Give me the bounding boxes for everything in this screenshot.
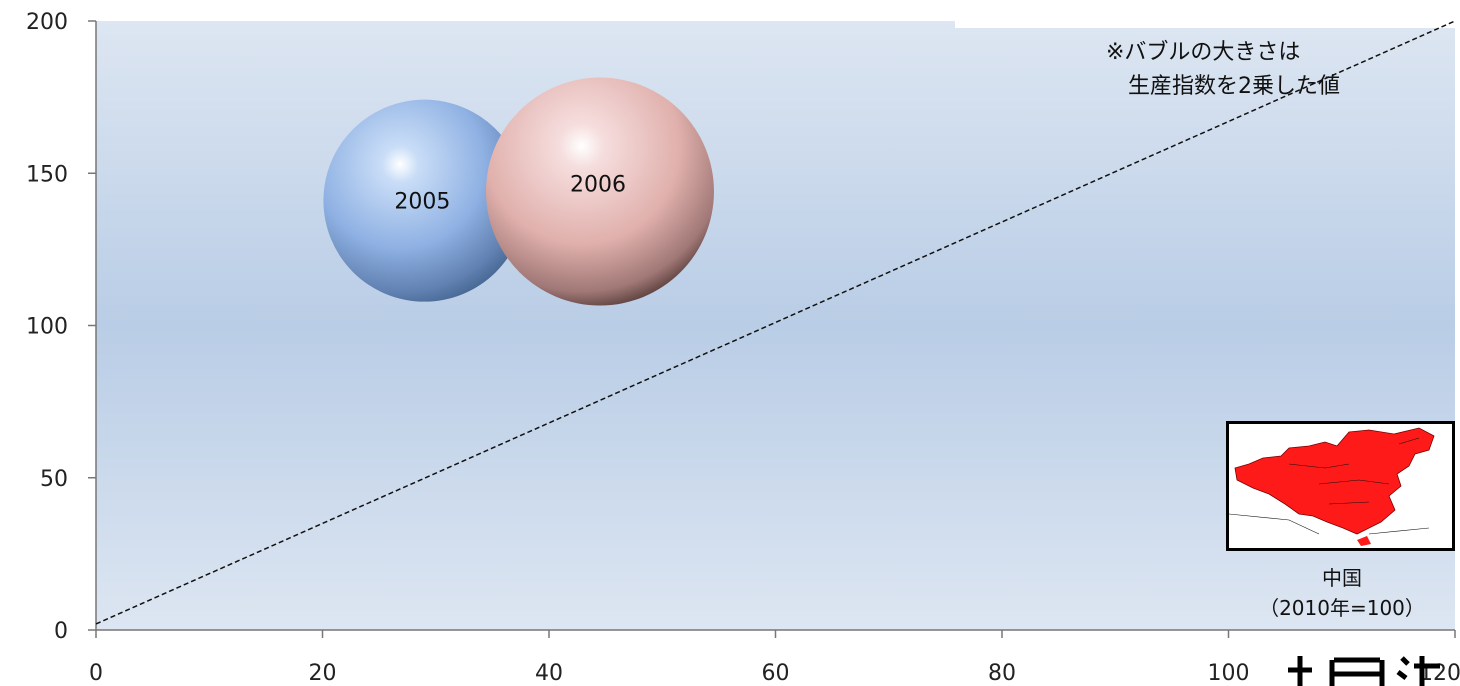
note-line-2: 生産指数を2乗した値 bbox=[1106, 74, 1340, 99]
bubble-2006 bbox=[485, 77, 714, 306]
cropped-corner-text bbox=[1272, 652, 1460, 686]
x-tick-label: 60 bbox=[762, 661, 790, 686]
y-tick-label: 150 bbox=[26, 162, 68, 187]
x-tick-label: 100 bbox=[1208, 661, 1250, 686]
x-tick-label: 80 bbox=[988, 661, 1016, 686]
y-tick-label: 100 bbox=[26, 315, 68, 340]
china-map-icon bbox=[1226, 421, 1455, 551]
bubble-size-note: ※バブルの大きさは 生産指数を2乗した値 bbox=[1106, 36, 1340, 104]
base-year-label: （2010年=100） bbox=[1259, 596, 1425, 620]
y-tick-label: 0 bbox=[54, 619, 68, 644]
plot-top-strip bbox=[955, 21, 1455, 28]
bubble-2005 bbox=[323, 99, 526, 302]
country-label: 中国 bbox=[1322, 566, 1362, 590]
bubble-label-2006: 2006 bbox=[570, 173, 626, 198]
y-tick-label: 200 bbox=[26, 10, 68, 35]
x-tick-label: 40 bbox=[535, 661, 563, 686]
x-tick-label: 0 bbox=[89, 661, 103, 686]
x-tick-label: 20 bbox=[309, 661, 337, 686]
map-caption: 中国 （2010年=100） bbox=[1222, 563, 1460, 623]
note-line-1: ※バブルの大きさは bbox=[1106, 40, 1301, 65]
y-tick-label: 50 bbox=[40, 467, 68, 492]
bubble-label-2005: 2005 bbox=[394, 190, 450, 215]
